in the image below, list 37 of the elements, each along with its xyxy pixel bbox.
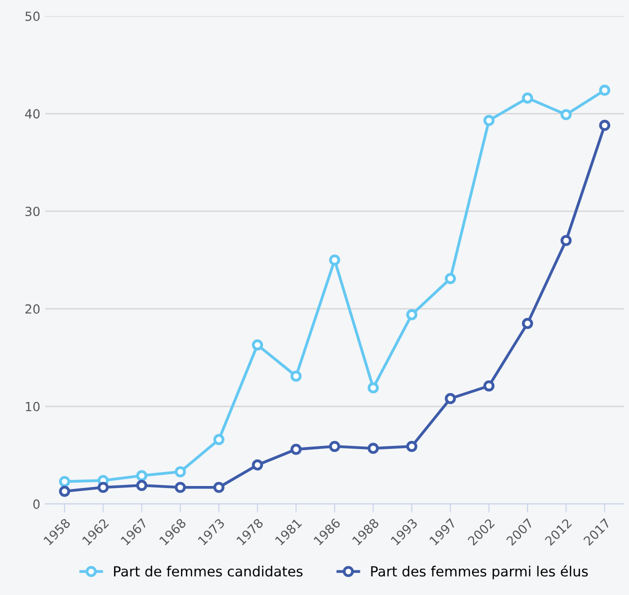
legend-label: Part de femmes candidates [114, 566, 303, 577]
point [290, 370, 302, 382]
point [213, 482, 224, 493]
point [560, 234, 572, 246]
point [252, 339, 264, 350]
point [522, 92, 534, 104]
y-tick-label: 20 [25, 304, 40, 314]
point [599, 120, 610, 131]
point [174, 466, 186, 478]
point [136, 480, 148, 491]
point [406, 440, 418, 452]
y-tick-label: 50 [25, 12, 40, 21]
point [252, 459, 264, 470]
point [329, 440, 340, 452]
point [406, 309, 418, 320]
point [444, 273, 456, 284]
point [368, 382, 379, 394]
point [213, 434, 224, 446]
legend-label: Part des femmes parmi les élus [371, 565, 588, 580]
y-tick-label: 40 [25, 109, 40, 119]
point [522, 318, 534, 329]
point [483, 380, 494, 392]
point [136, 470, 148, 482]
y-tick-label: 10 [26, 402, 40, 412]
point [290, 444, 302, 455]
point [329, 254, 340, 266]
point [483, 114, 494, 126]
point [174, 482, 186, 493]
point [59, 486, 70, 497]
point [560, 109, 572, 120]
point [444, 393, 456, 404]
y-tick-label: 30 [25, 206, 40, 216]
point [599, 84, 610, 96]
y-tick-label: 0 [33, 499, 40, 509]
point [98, 482, 109, 493]
point [368, 442, 379, 454]
point [59, 476, 70, 488]
